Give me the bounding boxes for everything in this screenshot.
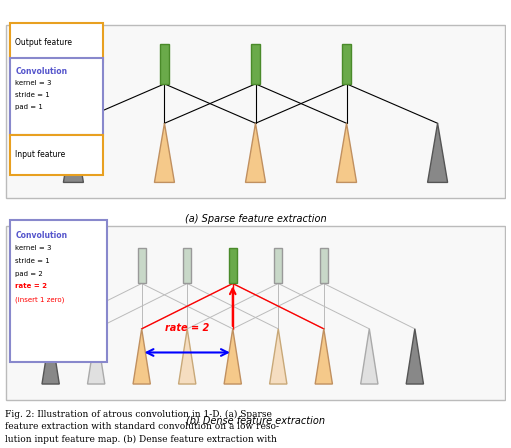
Polygon shape	[245, 123, 266, 182]
Bar	[160, 44, 169, 84]
Polygon shape	[406, 329, 424, 384]
Polygon shape	[224, 329, 241, 384]
Bar	[320, 248, 328, 284]
Text: stride = 1: stride = 1	[15, 92, 50, 98]
Bar	[274, 248, 283, 284]
Text: Convolution: Convolution	[15, 67, 67, 76]
Bar	[251, 44, 260, 84]
Polygon shape	[315, 329, 333, 384]
Text: (insert 1 zero): (insert 1 zero)	[15, 296, 64, 302]
Text: Output feature: Output feature	[15, 38, 72, 47]
Text: (a) Sparse feature extraction: (a) Sparse feature extraction	[184, 214, 327, 224]
FancyBboxPatch shape	[10, 58, 103, 135]
Text: pad = 2: pad = 2	[15, 271, 43, 276]
Text: Input feature: Input feature	[15, 151, 65, 159]
Text: rate = 2: rate = 2	[165, 323, 210, 333]
Bar	[183, 248, 191, 284]
Polygon shape	[361, 329, 378, 384]
FancyBboxPatch shape	[10, 220, 107, 362]
Bar	[342, 44, 351, 84]
FancyBboxPatch shape	[6, 25, 505, 198]
FancyBboxPatch shape	[10, 23, 103, 62]
Polygon shape	[133, 329, 150, 384]
Bar	[228, 248, 237, 284]
Text: rate = 2: rate = 2	[15, 284, 47, 289]
Text: pad = 1: pad = 1	[15, 103, 43, 109]
Polygon shape	[428, 123, 448, 182]
Text: stride = 1: stride = 1	[15, 258, 50, 264]
Polygon shape	[154, 123, 174, 182]
Text: Convolution: Convolution	[15, 231, 67, 240]
Polygon shape	[178, 329, 196, 384]
Bar	[137, 248, 146, 284]
Text: (b) Dense feature extraction: (b) Dense feature extraction	[186, 416, 325, 426]
Polygon shape	[42, 329, 59, 384]
Text: kernel = 3: kernel = 3	[15, 245, 52, 251]
Text: kernel = 3: kernel = 3	[15, 80, 52, 86]
Polygon shape	[270, 329, 287, 384]
FancyBboxPatch shape	[10, 135, 103, 175]
Polygon shape	[63, 123, 83, 182]
FancyBboxPatch shape	[6, 226, 505, 400]
Text: Fig. 2: Illustration of atrous convolution in 1-D. (a) Sparse
feature extraction: Fig. 2: Illustration of atrous convoluti…	[5, 409, 279, 448]
Polygon shape	[87, 329, 105, 384]
Polygon shape	[337, 123, 357, 182]
